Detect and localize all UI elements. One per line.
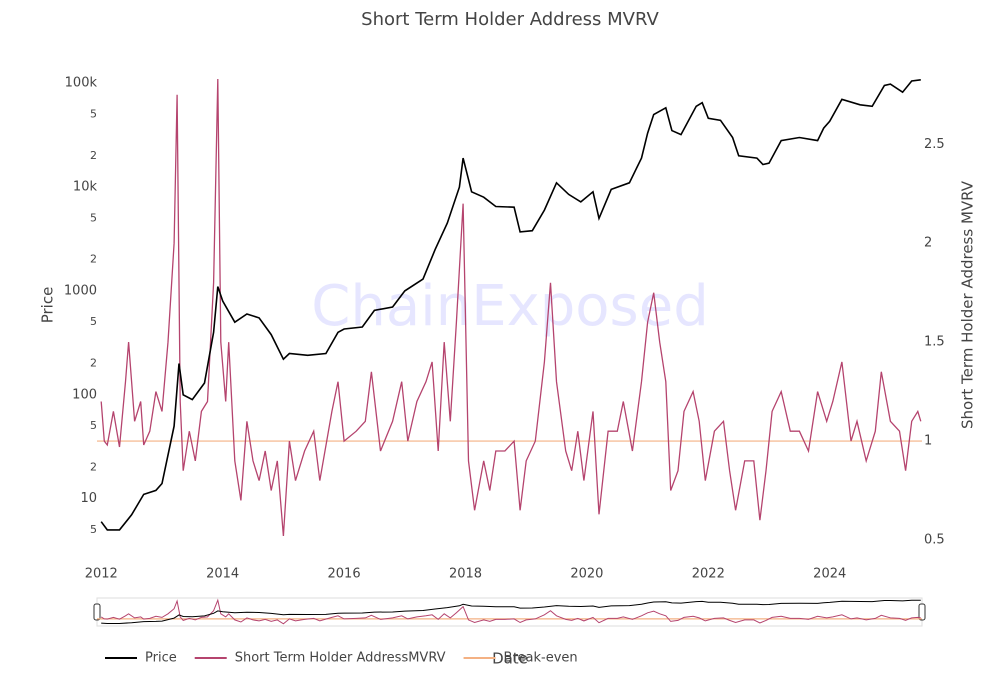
y2-tick-label: 1.5 [924, 335, 945, 350]
chart-title: Short Term Holder Address MVRV [361, 9, 659, 30]
y-tick-label: 1000 [64, 283, 97, 298]
range-handle-right[interactable] [918, 603, 926, 621]
y-tick-label: 2 [90, 149, 97, 162]
y-tick-label: 2 [90, 253, 97, 266]
x-tick-label: 2016 [328, 567, 361, 582]
y-tick-label: 5 [90, 107, 97, 120]
y-tick-label: 5 [90, 419, 97, 432]
x-tick-label: 2020 [570, 567, 603, 582]
y-tick-label: 2 [90, 460, 97, 473]
y-tick-label: 10 [80, 491, 97, 506]
y-axis-title: Price [39, 287, 57, 324]
y-tick-label: 10k [73, 180, 98, 195]
y-tick-label: 100 [72, 387, 97, 402]
mini-series-line [100, 598, 921, 625]
y2-axis-title: Short Term Holder Address MVRV [959, 180, 977, 429]
watermark: ChainExposed [311, 274, 708, 339]
y-tick-label: 2 [90, 357, 97, 370]
y-tick-label: 5 [90, 211, 97, 224]
legend-label: Short Term Holder AddressMVRV [235, 651, 446, 666]
y2-tick-label: 0.5 [924, 533, 945, 548]
y2-tick-label: 2.5 [924, 137, 945, 152]
y-tick-label: 100k [65, 76, 98, 91]
x-tick-label: 2018 [449, 567, 482, 582]
series-line [100, 78, 922, 537]
y2-tick-label: 2 [924, 236, 932, 251]
x-tick-label: 2014 [206, 567, 239, 582]
x-tick-label: 2012 [85, 567, 118, 582]
legend-label: Price [145, 651, 177, 666]
x-axis-title: Date [492, 650, 528, 668]
x-tick-label: 2024 [813, 567, 846, 582]
legend-label: Break-even [504, 651, 578, 666]
y-tick-label: 5 [90, 315, 97, 328]
y-tick-label: 5 [90, 523, 97, 536]
range-handle-left[interactable] [93, 603, 101, 621]
y2-tick-label: 1 [924, 434, 932, 449]
series-line [100, 79, 921, 531]
mini-series-line [101, 599, 921, 624]
x-tick-label: 2022 [692, 567, 725, 582]
